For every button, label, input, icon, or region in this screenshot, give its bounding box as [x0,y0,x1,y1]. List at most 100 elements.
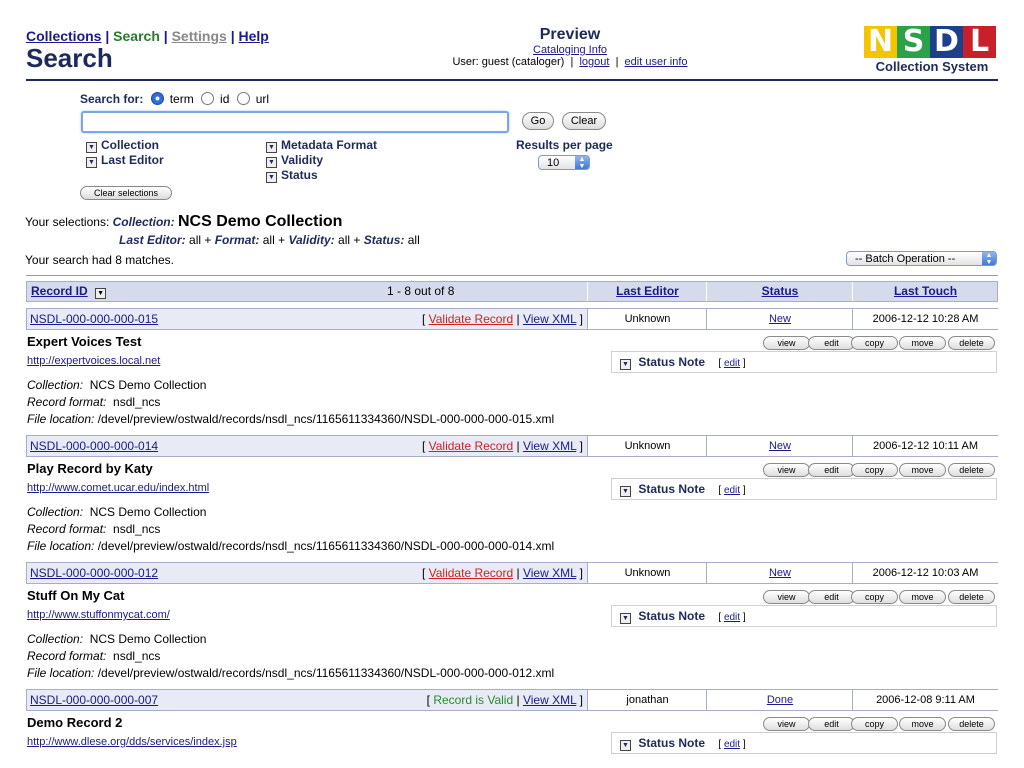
facet-validity[interactable]: ▼ Validity [266,153,377,168]
facet-collection[interactable]: ▼ Collection [86,138,164,153]
move-button[interactable]: move [899,590,946,604]
validate-record-link[interactable]: Validate Record [428,439,514,453]
record-id-link[interactable]: NSDL-000-000-000-012 [30,566,159,580]
validate-record-link[interactable]: Validate Record [428,312,514,326]
dropdown-toggle-icon[interactable]: ▼ [620,613,631,624]
copy-button[interactable]: copy [851,590,898,604]
separator: | [516,312,520,326]
move-button[interactable]: move [899,717,946,731]
cataloging-info-link[interactable]: Cataloging Info [533,44,607,56]
facet-status[interactable]: ▼ Status [266,168,377,183]
delete-button[interactable]: delete [948,336,995,350]
delete-button[interactable]: delete [948,463,995,477]
status-note-edit-link[interactable]: edit [723,612,741,623]
status-link[interactable]: New [768,440,791,452]
view-xml-link[interactable]: View XML [522,693,577,707]
status-sort-link[interactable]: Status [761,284,799,298]
radio-term[interactable] [150,92,164,105]
record-format-value: nsdl_ncs [113,395,161,409]
status-note-edit-link[interactable]: edit [723,485,741,496]
dropdown-toggle-icon[interactable]: ▼ [620,359,631,370]
record-url-link[interactable]: http://expertvoices.local.net [27,355,161,367]
dropdown-toggle-icon[interactable]: ▼ [620,740,631,751]
status-link[interactable]: New [768,313,791,325]
nav-collections-link[interactable]: Collections [26,28,102,44]
results-per-page-select[interactable]: 10 ▲ ▼ [538,155,590,170]
radio-id[interactable] [201,92,215,105]
record-validation: [ Validate Record | View XML ] [422,563,583,583]
last-editor-cell: Unknown [587,563,707,583]
status-cell: New [706,436,853,456]
logout-link[interactable]: logout [579,56,610,68]
clear-button[interactable]: Clear [562,112,606,130]
status-link[interactable]: New [768,567,791,579]
last-editor-sort-link[interactable]: Last Editor [616,284,679,298]
bracket: [ [718,358,722,369]
delete-button[interactable]: delete [948,590,995,604]
copy-button[interactable]: copy [851,336,898,350]
record-url-link[interactable]: http://www.dlese.org/dds/services/index.… [27,736,237,748]
view-xml-link[interactable]: View XML [522,439,577,453]
view-xml-link[interactable]: View XML [522,566,577,580]
facet-metadata-format[interactable]: ▼ Metadata Format [266,138,377,153]
edit-button[interactable]: edit [808,463,855,477]
record-format: Record format: nsdl_ncs [27,522,160,536]
move-button[interactable]: move [899,336,946,350]
edit-user-info-link[interactable]: edit user info [624,56,688,68]
status-link[interactable]: Done [766,694,794,706]
record-id-link[interactable]: NSDL-000-000-000-014 [30,439,159,453]
copy-button[interactable]: copy [851,463,898,477]
top-nav: Collections | Search | Settings | Help [26,28,269,44]
facet-last-editor[interactable]: ▼ Last Editor [86,153,164,168]
edit-button[interactable]: edit [808,336,855,350]
nav-separator: | [230,28,235,44]
edit-button[interactable]: edit [808,717,855,731]
status-note-label: Status Note [638,355,706,369]
nav-help-link[interactable]: Help [238,28,269,44]
collection-value: NCS Demo Collection [177,213,343,230]
file-location-value: /devel/preview/ostwald/records/nsdl_ncs/… [97,539,555,553]
validate-record-link[interactable]: Validate Record [428,566,514,580]
nav-settings-link[interactable]: Settings [171,28,227,44]
edit-button[interactable]: edit [808,590,855,604]
status-note-edit-link[interactable]: edit [723,358,741,369]
record-collection: Collection: NCS Demo Collection [27,632,206,646]
record-header-row: NSDL-000-000-000-007 [ Record is Valid |… [26,689,998,711]
delete-button[interactable]: delete [948,717,995,731]
view-button[interactable]: view [763,590,810,604]
record-format-label: Record format: [27,395,107,409]
logo-letter-d: D [930,26,963,58]
logo-letter-l: L [963,26,996,58]
status-note-edit: [ edit ] [718,739,745,750]
batch-operation-select[interactable]: -- Batch Operation -- ▲ ▼ [846,251,997,266]
bracket: ] [742,485,746,496]
record-id-cell: NSDL-000-000-000-012 [ Validate Record |… [27,563,587,583]
move-button[interactable]: move [899,463,946,477]
copy-button[interactable]: copy [851,717,898,731]
search-input[interactable] [81,111,509,133]
status-note-edit-link[interactable]: edit [723,739,741,750]
bracket: [ [426,693,430,707]
last-touch-sort-link[interactable]: Last Touch [893,284,958,298]
view-button[interactable]: view [763,717,810,731]
go-button[interactable]: Go [522,112,554,130]
separator: | [516,439,520,453]
dropdown-toggle-icon[interactable]: ▼ [620,486,631,497]
clear-selections-button[interactable]: Clear selections [80,186,172,200]
radio-url-label: url [255,92,270,106]
record-url-link[interactable]: http://www.stuffonmycat.com/ [27,609,170,621]
record-id-link[interactable]: NSDL-000-000-000-007 [30,693,159,707]
view-xml-link[interactable]: View XML [522,312,577,326]
view-button[interactable]: view [763,336,810,350]
record-url-link[interactable]: http://www.comet.ucar.edu/index.html [27,482,210,494]
record-id-link[interactable]: NSDL-000-000-000-015 [30,312,159,326]
dropdown-toggle-icon[interactable]: ▼ [95,288,107,299]
radio-url[interactable] [236,92,250,105]
view-button[interactable]: view [763,463,810,477]
nav-search-link[interactable]: Search [113,28,160,44]
header-divider [26,79,998,81]
dropdown-toggle-icon: ▼ [266,142,277,153]
format-value: all + [262,233,286,247]
record-id-sort-link[interactable]: Record ID [31,284,88,298]
